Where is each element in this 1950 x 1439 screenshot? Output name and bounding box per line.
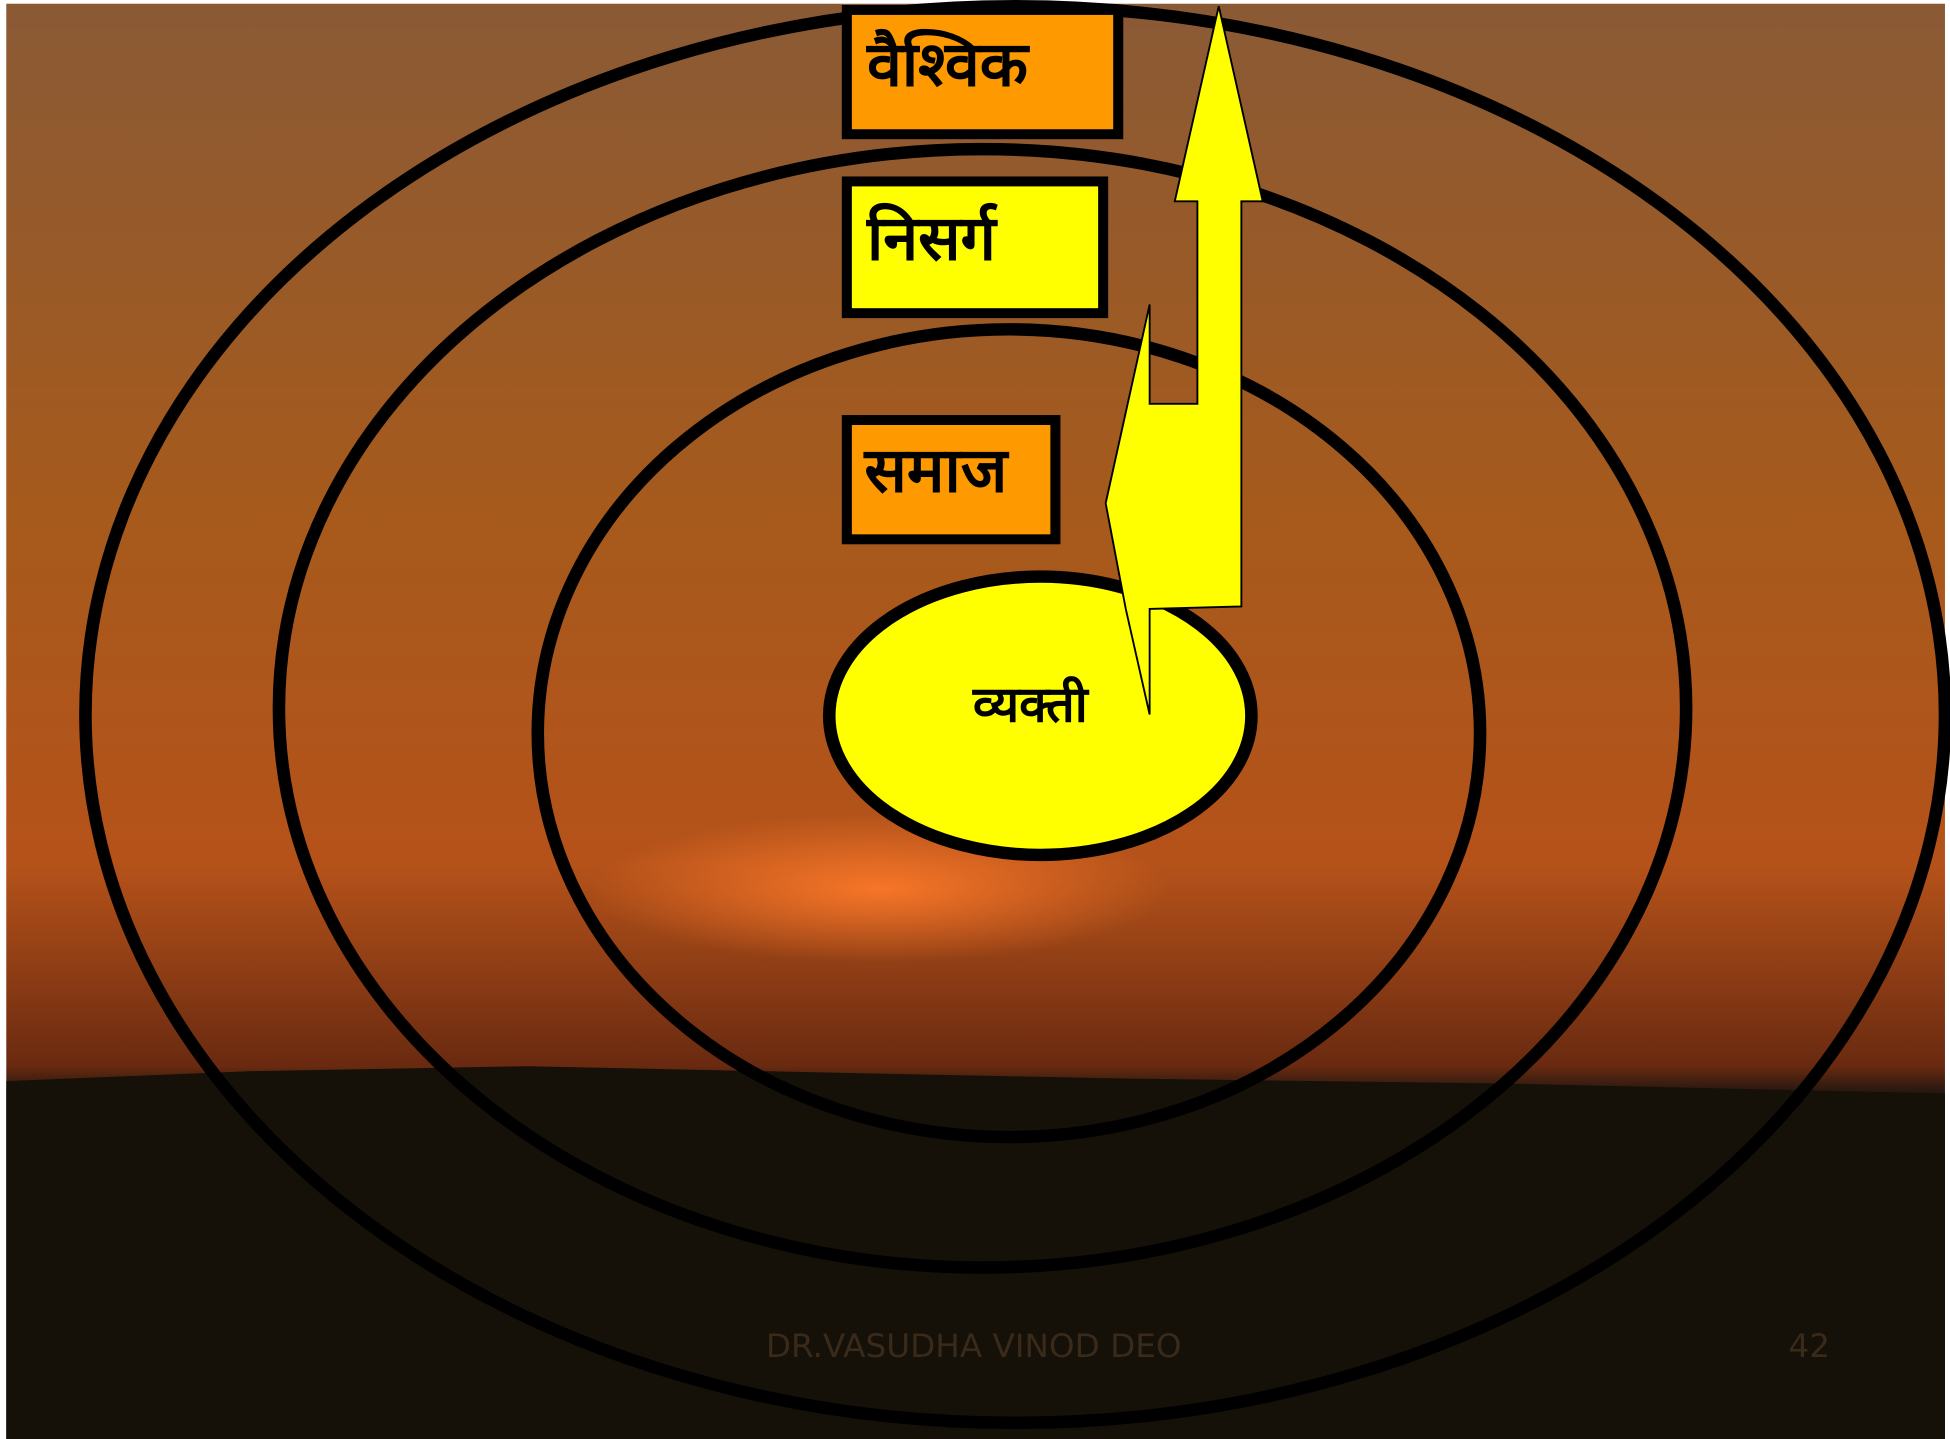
label: समाज	[863, 434, 1010, 507]
label: व्यक्ती	[972, 676, 1090, 734]
hills	[6, 1066, 1945, 1439]
page: वैश्विक निसर्ग समाज व्यक्ती DR.VASUDHA V…	[0, 0, 1950, 1439]
label: वैश्विक	[866, 28, 1030, 101]
page-number: 42	[1789, 1327, 1831, 1365]
slide: वैश्विक निसर्ग समाज व्यक्ती DR.VASUDHA V…	[0, 0, 1950, 1439]
footer-author: DR.VASUDHA VINOD DEO	[766, 1327, 1182, 1365]
label: निसर्ग	[866, 202, 999, 275]
